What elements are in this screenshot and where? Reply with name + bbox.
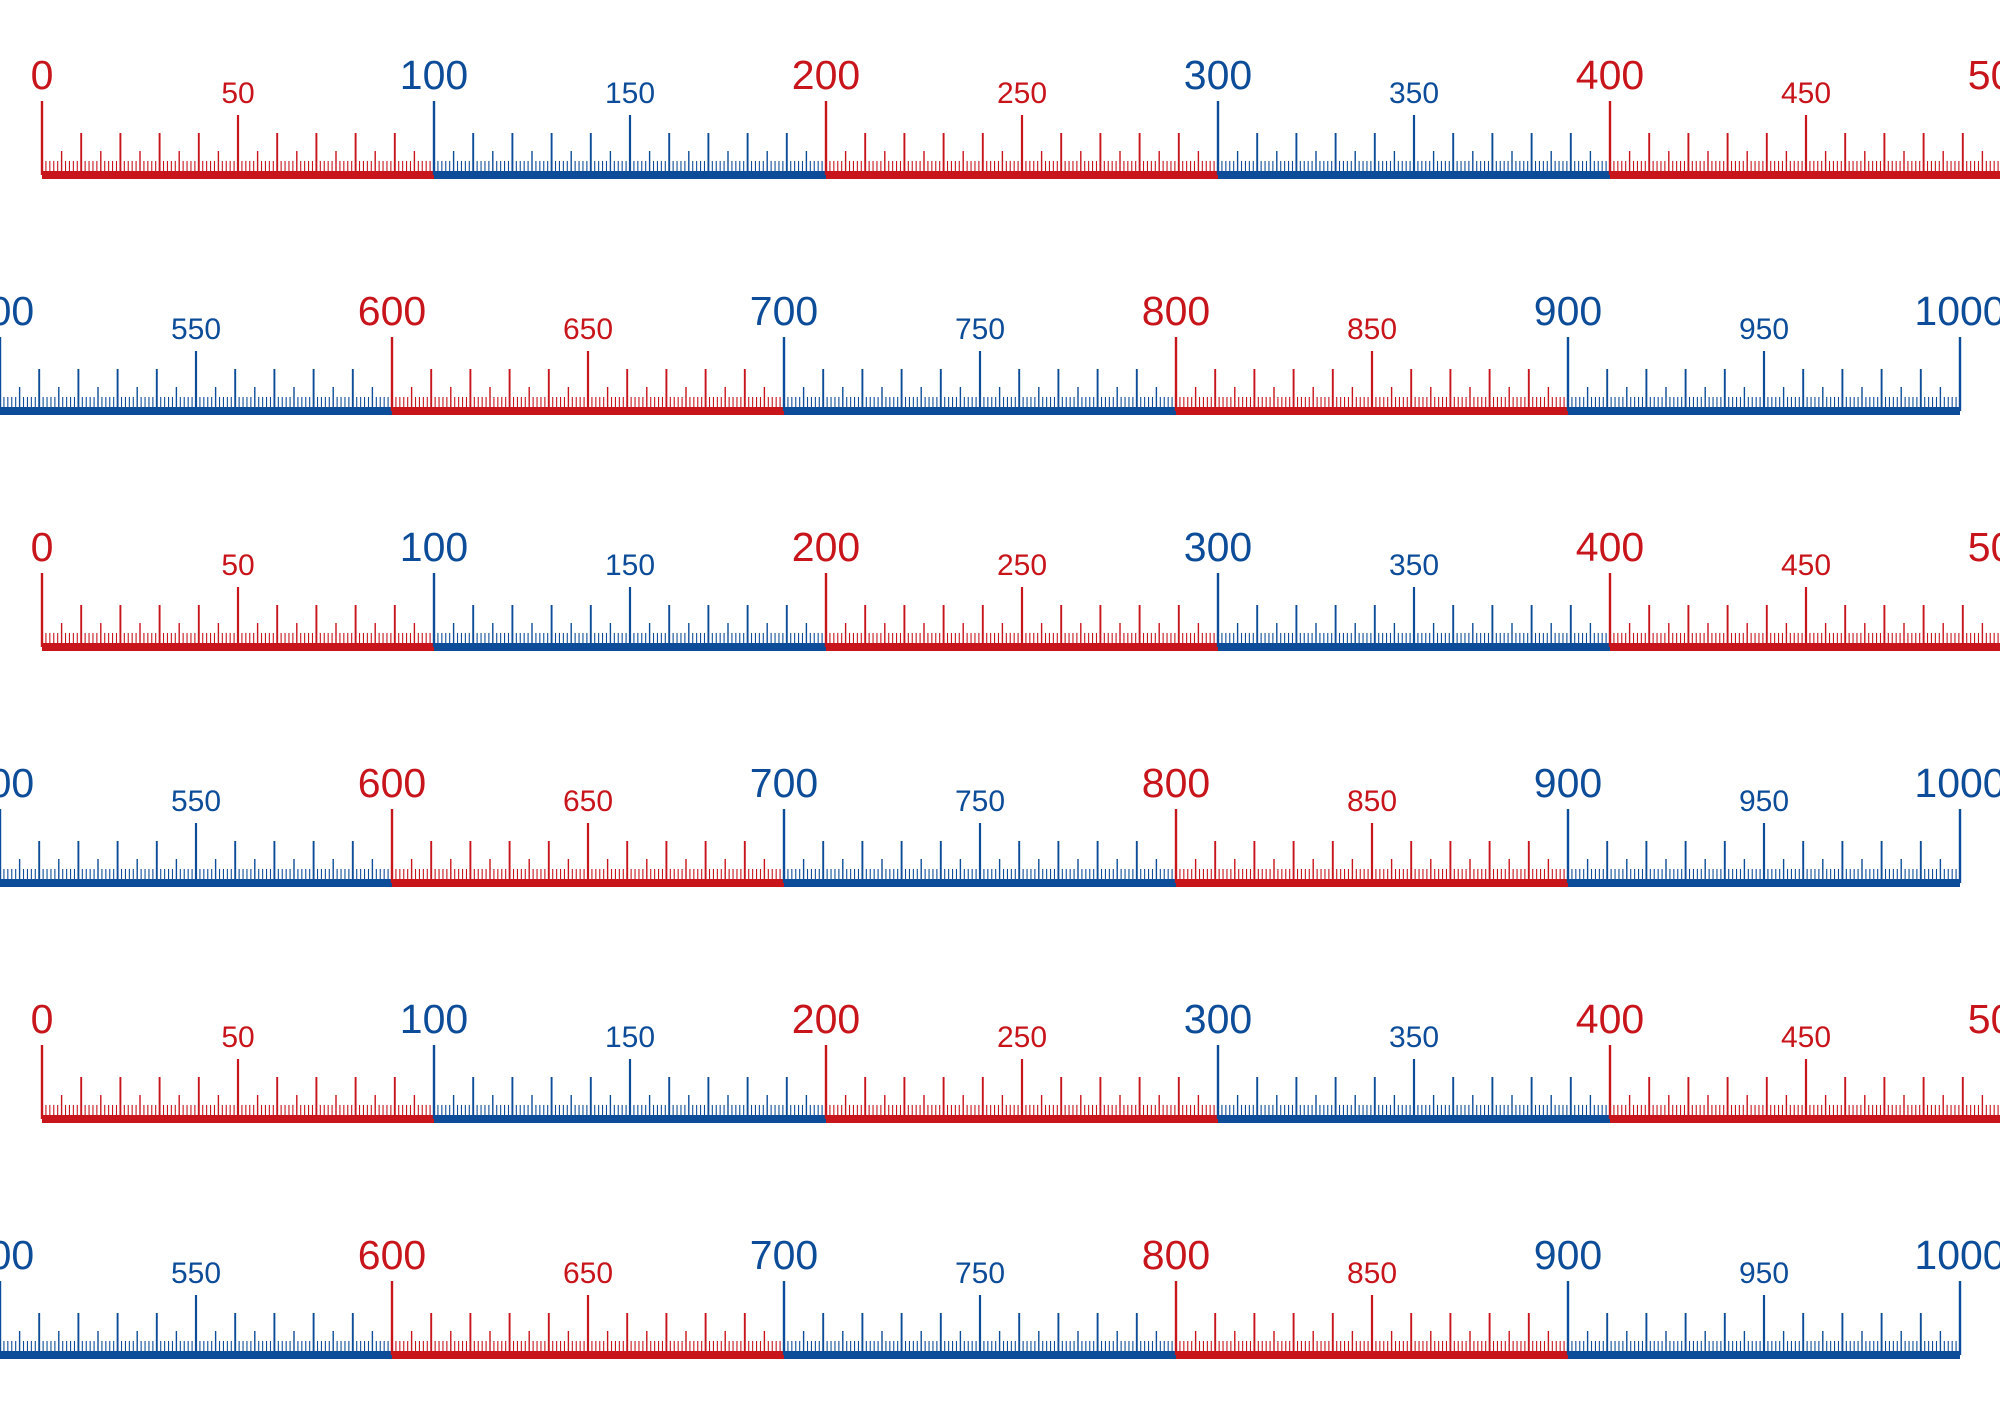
number-line-row: 500 600 700 800 900 1000 550 650 750 850 950 [0, 1232, 2000, 1359]
number-line-row: 0 100 200 300 400 500 50 150 250 350 450 [31, 996, 2000, 1123]
major-label: 200 [792, 52, 860, 98]
major-label: 600 [358, 1232, 426, 1278]
major-label: 700 [750, 760, 818, 806]
mid-label: 350 [1389, 77, 1439, 110]
major-label: 500 [1968, 996, 2000, 1042]
major-label: 500 [0, 1232, 34, 1278]
number-line-row: 500 600 700 800 900 1000 550 650 750 850 950 [0, 760, 2000, 887]
mid-label: 650 [563, 1257, 613, 1290]
major-label: 900 [1534, 760, 1602, 806]
number-line-row: 0 100 200 300 400 500 50 150 250 350 450 [31, 52, 2000, 179]
major-label: 600 [358, 760, 426, 806]
mid-label: 950 [1739, 1257, 1789, 1290]
major-label: 0 [31, 52, 54, 98]
major-label: 900 [1534, 1232, 1602, 1278]
mid-label: 550 [171, 1257, 221, 1290]
mid-label: 850 [1347, 785, 1397, 818]
mid-label: 450 [1781, 1021, 1831, 1054]
major-label: 300 [1184, 996, 1252, 1042]
mid-label: 750 [955, 785, 1005, 818]
major-label: 800 [1142, 288, 1210, 334]
mid-label: 350 [1389, 1021, 1439, 1054]
number-line-row: 500 600 700 800 900 1000 550 650 750 850 950 [0, 288, 2000, 415]
major-label: 100 [400, 524, 468, 570]
major-label: 300 [1184, 52, 1252, 98]
mid-label: 850 [1347, 313, 1397, 346]
mid-label: 850 [1347, 1257, 1397, 1290]
mid-label: 550 [171, 785, 221, 818]
major-label: 0 [31, 524, 54, 570]
mid-label: 550 [171, 313, 221, 346]
major-label: 400 [1576, 524, 1644, 570]
major-label: 500 [0, 288, 34, 334]
major-label: 600 [358, 288, 426, 334]
major-label: 700 [750, 1232, 818, 1278]
major-label: 1000 [1914, 1232, 2000, 1278]
mid-label: 150 [605, 549, 655, 582]
major-label: 200 [792, 524, 860, 570]
mid-label: 50 [221, 1021, 254, 1054]
major-label: 800 [1142, 1232, 1210, 1278]
mid-label: 250 [997, 77, 1047, 110]
major-label: 800 [1142, 760, 1210, 806]
mid-label: 50 [221, 77, 254, 110]
mid-label: 350 [1389, 549, 1439, 582]
major-label: 500 [1968, 52, 2000, 98]
major-label: 500 [1968, 524, 2000, 570]
mid-label: 150 [605, 1021, 655, 1054]
mid-label: 50 [221, 549, 254, 582]
major-label: 1000 [1914, 760, 2000, 806]
mid-label: 450 [1781, 77, 1831, 110]
major-label: 700 [750, 288, 818, 334]
major-label: 1000 [1914, 288, 2000, 334]
mid-label: 950 [1739, 785, 1789, 818]
mid-label: 150 [605, 77, 655, 110]
major-label: 500 [0, 760, 34, 806]
mid-label: 650 [563, 785, 613, 818]
major-label: 0 [31, 996, 54, 1042]
major-label: 300 [1184, 524, 1252, 570]
mid-label: 250 [997, 1021, 1047, 1054]
major-label: 100 [400, 996, 468, 1042]
mid-label: 250 [997, 549, 1047, 582]
major-label: 200 [792, 996, 860, 1042]
major-label: 400 [1576, 52, 1644, 98]
major-label: 100 [400, 52, 468, 98]
mid-label: 950 [1739, 313, 1789, 346]
mid-label: 450 [1781, 549, 1831, 582]
mid-label: 750 [955, 1257, 1005, 1290]
mid-label: 650 [563, 313, 613, 346]
major-label: 400 [1576, 996, 1644, 1042]
mid-label: 750 [955, 313, 1005, 346]
number-line-row: 0 100 200 300 400 500 50 150 250 350 450 [31, 524, 2000, 651]
major-label: 900 [1534, 288, 1602, 334]
